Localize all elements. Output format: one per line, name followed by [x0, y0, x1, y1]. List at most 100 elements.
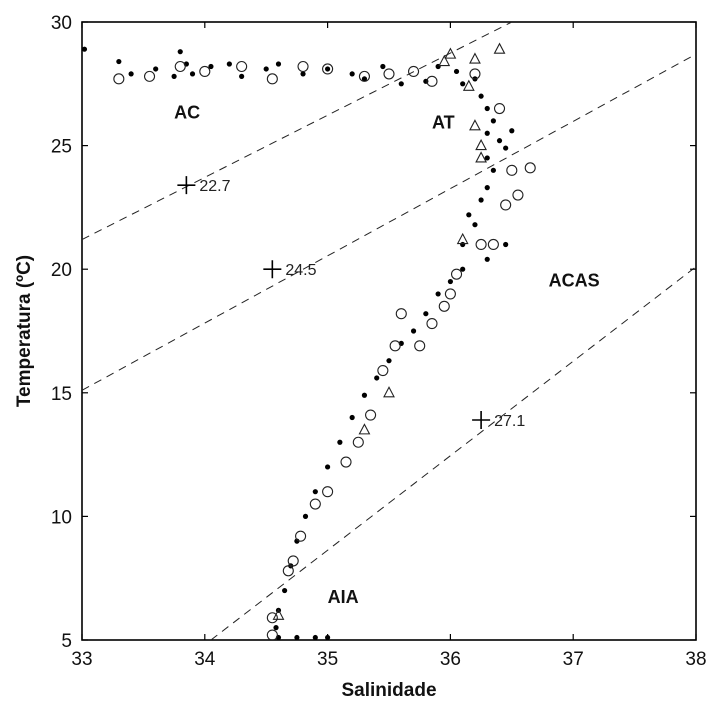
data-point-circle: [113, 73, 125, 85]
data-point-dot: [447, 278, 453, 285]
data-point-circle: [438, 300, 450, 312]
data-point-circle: [340, 456, 352, 468]
data-point-dot: [503, 145, 509, 151]
y-tick-label: 10: [51, 507, 72, 528]
data-point-triangle: [475, 138, 488, 151]
data-point-triangle: [358, 423, 371, 435]
data-point-circle: [309, 498, 321, 510]
data-point-dot: [325, 464, 331, 470]
data-point-dot: [275, 61, 282, 67]
data-point-dot: [282, 587, 288, 594]
x-tick-label: 35: [317, 649, 338, 670]
data-point-dot: [490, 118, 496, 124]
water-mass-label: ACAS: [549, 271, 600, 291]
data-point-circle: [500, 199, 512, 211]
data-point-dot: [435, 291, 441, 297]
data-point-circle: [287, 555, 299, 567]
data-point-circle: [377, 365, 389, 377]
y-tick-label: 30: [51, 13, 72, 34]
data-point-dot: [398, 81, 404, 87]
data-point-dot: [226, 61, 232, 67]
data-point-circle: [282, 565, 294, 577]
data-point-dot: [361, 392, 368, 398]
data-point-circle: [199, 65, 211, 77]
data-point-dot: [128, 71, 134, 77]
data-point-dot: [263, 66, 269, 72]
isopycnal-line: [82, 22, 513, 240]
water-mass-label: AC: [174, 102, 200, 122]
data-point-triangle: [469, 119, 481, 131]
data-point-dot: [349, 71, 355, 77]
data-point-dot: [460, 241, 466, 248]
data-points: [82, 42, 536, 640]
isopycnal-markers: 22.7 24.5 27.1: [177, 176, 525, 430]
data-point-circle: [506, 164, 518, 176]
data-point-dot: [325, 66, 331, 72]
isopycnal-marker-cross: [177, 176, 196, 195]
data-point-circle: [365, 409, 377, 421]
data-point-dot: [503, 241, 509, 248]
y-tick-label: 20: [51, 260, 72, 281]
data-point-circle: [475, 238, 487, 251]
data-point-dot: [386, 358, 392, 364]
data-point-dot: [484, 185, 490, 191]
data-point-circle: [174, 60, 186, 73]
data-point-dot: [171, 73, 177, 79]
isopycnal-marker-cross: [263, 260, 282, 279]
data-point-dot: [472, 222, 478, 228]
data-point-dot: [509, 128, 515, 134]
data-point-dot: [374, 375, 380, 381]
data-point-circle: [266, 612, 278, 624]
data-point-dot: [484, 130, 490, 136]
data-point-dot: [423, 311, 429, 317]
data-point-dot: [294, 634, 300, 640]
x-tick-label: 34: [194, 649, 216, 670]
data-point-dot: [302, 513, 309, 520]
data-point-circle: [358, 70, 370, 82]
data-point-circle: [322, 63, 334, 75]
data-point-circle: [295, 530, 307, 542]
data-point-circle: [352, 436, 364, 448]
data-point-dot: [484, 256, 490, 262]
data-point-circle: [512, 189, 524, 201]
data-point-dot: [478, 197, 484, 203]
axis-ticks: 33 34 35 36 37 38 5 10 15 20 25 30: [51, 13, 707, 670]
data-point-dot: [337, 439, 343, 445]
isopycnal-line: [82, 53, 696, 391]
data-point-dot: [116, 58, 122, 65]
data-point-dot: [460, 81, 466, 87]
isopycnal-label: 22.7: [199, 178, 230, 195]
data-point-triangle: [493, 42, 506, 54]
plot-frame: [81, 21, 697, 641]
data-point-dot: [466, 212, 472, 218]
data-point-circle: [389, 340, 401, 352]
data-point-circle: [426, 75, 438, 87]
data-point-dot: [490, 167, 496, 173]
y-tick-label: 15: [51, 384, 72, 405]
data-point-dot: [189, 71, 196, 77]
x-tick-label: 37: [563, 649, 584, 670]
data-point-dot: [82, 46, 88, 52]
data-point-dot: [177, 49, 183, 55]
data-point-dot: [273, 625, 279, 631]
data-point-dot: [361, 76, 368, 82]
isopycnal-lines: [82, 22, 696, 640]
data-point-circle: [266, 73, 278, 85]
data-point-circle: [383, 68, 395, 80]
data-point-dot: [484, 105, 490, 112]
data-point-circle: [524, 162, 536, 174]
x-axis-title: Salinidade: [341, 680, 436, 701]
data-point-dot: [239, 73, 245, 79]
isopycnal-marker-cross: [472, 410, 491, 429]
data-point-triangle: [444, 47, 457, 59]
isopycnal-label: 27.1: [494, 413, 525, 430]
data-point-circle: [426, 318, 438, 330]
data-point-dot: [380, 63, 386, 70]
data-point-circle: [395, 308, 407, 320]
water-mass-label: AIA: [328, 587, 359, 607]
data-point-dot: [300, 71, 306, 77]
x-tick-label: 33: [71, 649, 92, 670]
data-point-circle: [469, 68, 481, 80]
data-point-circle: [408, 65, 420, 77]
